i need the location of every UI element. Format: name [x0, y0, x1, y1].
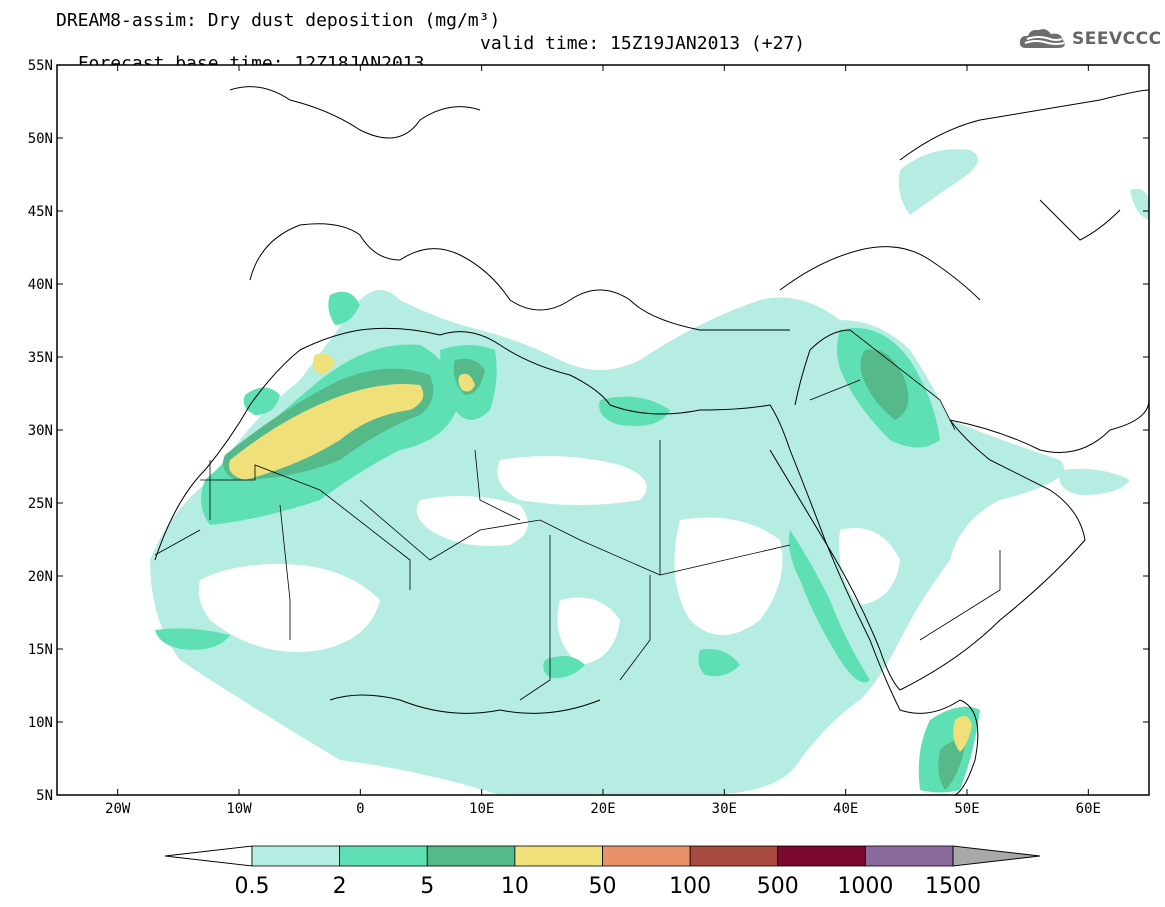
- legend-label: 500: [757, 874, 799, 899]
- coastlines: [154, 86, 1149, 795]
- lat-tick-label: 10N: [28, 715, 53, 731]
- lon-tick-label: 40E: [833, 801, 858, 817]
- dust-level-10: [229, 353, 972, 752]
- legend-swatch: [251, 845, 341, 867]
- legend-high-arrow: [952, 845, 1041, 867]
- cloud-logo-icon: [1019, 29, 1065, 48]
- legend-label: 10: [501, 874, 529, 899]
- legend-label: 100: [669, 874, 711, 899]
- dust-fields: [150, 149, 1149, 795]
- legend-label: 2: [333, 874, 347, 899]
- country-borders: [154, 329, 1001, 701]
- legend-low-arrow: [164, 845, 253, 867]
- legend-label: 0.5: [235, 874, 270, 899]
- legend-swatch: [689, 845, 779, 867]
- lon-tick-label: 10W: [226, 801, 252, 817]
- dust-free-areas: [198, 456, 900, 665]
- axis-ticks: 55N 50N 45N 40N 35N 30N 25N 20N 15N 10N 5N 20W 10W 0 1…: [28, 58, 1149, 817]
- lat-tick-label: 25N: [28, 496, 53, 512]
- legend-swatch: [514, 845, 603, 867]
- legend-label: 1500: [925, 874, 981, 899]
- lat-tick-label: 30N: [28, 423, 53, 439]
- lon-tick-label: 20E: [590, 801, 615, 817]
- lon-tick-label: 0: [356, 801, 364, 817]
- legend-label: 50: [589, 874, 617, 899]
- seevccc-logo: SEEVCCC: [1018, 26, 1162, 52]
- lon-tick-label: 30E: [712, 801, 737, 817]
- legend-label: 1000: [837, 874, 893, 899]
- lat-tick-label: 35N: [28, 350, 53, 366]
- lat-tick-label: 20N: [28, 569, 53, 585]
- lat-tick-label: 40N: [28, 277, 53, 293]
- legend-swatch: [602, 845, 691, 867]
- lat-tick-label: 45N: [28, 204, 53, 220]
- lon-tick-label: 10E: [469, 801, 494, 817]
- legend-swatch: [777, 845, 866, 867]
- lat-tick-label: 15N: [28, 642, 53, 658]
- lon-tick-label: 20W: [105, 801, 131, 817]
- lat-tick-label: 5N: [36, 788, 53, 804]
- legend-swatch: [426, 845, 516, 867]
- legend-label: 5: [420, 874, 434, 899]
- lat-tick-label: 50N: [28, 131, 53, 147]
- lon-tick-label: 60E: [1076, 801, 1101, 817]
- legend-swatch: [864, 845, 954, 867]
- lat-tick-label: 55N: [28, 58, 53, 74]
- valid-time: valid time: 15Z19JAN2013 (+27): [480, 33, 806, 54]
- lon-tick-label: 50E: [954, 801, 979, 817]
- map-frame: [56, 64, 1150, 796]
- legend-swatch: [339, 845, 428, 867]
- logo-text: SEEVCCC: [1072, 29, 1162, 49]
- map-title: DREAM8-assim: Dry dust deposition (mg/m³…: [56, 10, 501, 31]
